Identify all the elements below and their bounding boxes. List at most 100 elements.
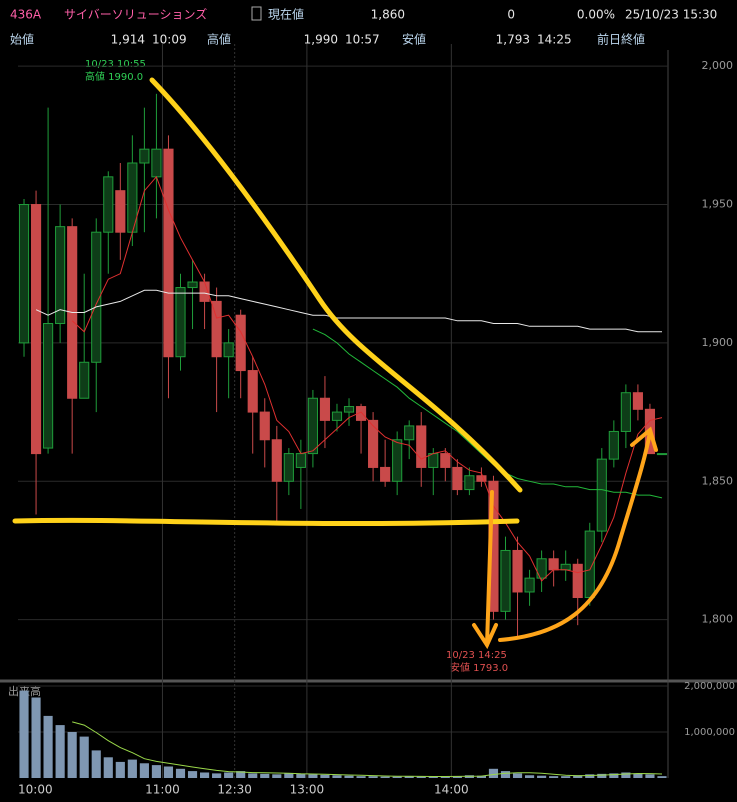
candle-body xyxy=(548,558,559,571)
label: 始値 xyxy=(10,32,34,47)
volume-bar xyxy=(187,771,198,778)
volume-bar xyxy=(452,776,462,778)
volume-bar xyxy=(79,736,89,778)
y-tick-label: 2,000 xyxy=(702,59,734,72)
candle-body xyxy=(380,466,391,482)
volume-bar xyxy=(212,773,222,778)
volume-bar xyxy=(476,775,486,778)
label: 安値 xyxy=(402,32,426,47)
candle-body xyxy=(259,411,270,441)
value: 25/10/23 15:30 xyxy=(625,8,717,22)
candle-body xyxy=(355,406,367,421)
candle-body xyxy=(103,176,114,233)
value: 0.00% xyxy=(577,8,615,22)
volume-bar xyxy=(43,715,53,778)
volume-bar xyxy=(200,772,210,778)
volume-bar xyxy=(19,690,29,778)
candle-body xyxy=(30,204,42,455)
moving-average xyxy=(71,175,663,582)
volume-bar xyxy=(260,773,270,778)
x-tick-label: 12:30 xyxy=(217,783,252,797)
y-tick-label: 1,900 xyxy=(702,336,734,349)
label: 高値 xyxy=(207,32,231,47)
volume-bar xyxy=(320,774,330,778)
candle-body xyxy=(608,430,619,460)
candle-body xyxy=(43,323,54,449)
volume-bar xyxy=(404,776,414,778)
candle-body xyxy=(163,148,174,358)
candle-body xyxy=(428,453,439,468)
annotation: 安値 1793.0 xyxy=(450,661,508,674)
candle-body xyxy=(596,458,607,532)
volume-bar xyxy=(296,773,306,778)
candle-body xyxy=(452,466,463,491)
candle-body xyxy=(476,475,487,482)
volume-bar xyxy=(284,773,294,778)
volume-bar xyxy=(573,775,583,778)
candle-body xyxy=(187,281,198,289)
volume-bar xyxy=(139,763,149,778)
volume-bar xyxy=(236,771,246,778)
volume-bar xyxy=(91,750,101,778)
volume-bar xyxy=(512,773,523,778)
volume-bar xyxy=(31,697,41,778)
volume-bar xyxy=(175,768,186,778)
x-tick-label: 13:00 xyxy=(290,783,325,797)
volume-bar xyxy=(416,776,426,778)
volume-bar xyxy=(55,725,65,778)
candle-body xyxy=(235,314,246,372)
volume-bar xyxy=(428,776,438,778)
hand-line xyxy=(12,517,520,527)
candle-body xyxy=(223,342,234,358)
candle-body xyxy=(392,439,403,482)
annotation: 10/23 10:55 xyxy=(85,59,146,70)
value: 10:57 xyxy=(345,33,380,47)
candle-body xyxy=(656,453,668,456)
candle-body xyxy=(115,190,126,233)
volume-bar xyxy=(344,775,354,778)
candle-body xyxy=(151,148,162,178)
candle-body xyxy=(91,231,102,363)
candle-body xyxy=(560,563,571,571)
volume-bar xyxy=(356,776,366,778)
candle-body xyxy=(343,406,355,413)
volume-ma xyxy=(72,721,663,777)
label: 現在値 xyxy=(268,7,304,22)
volume-bar xyxy=(440,776,450,778)
candle-body xyxy=(247,370,258,413)
value: 14:25 xyxy=(537,33,572,47)
candle-body xyxy=(524,577,535,593)
volume-bar xyxy=(308,774,318,778)
volume-bar xyxy=(585,774,595,778)
hand-arrow xyxy=(472,490,498,650)
volume-bar xyxy=(67,732,77,778)
candle-body xyxy=(572,563,583,599)
candle-body xyxy=(464,475,475,491)
volume-bar xyxy=(597,773,607,778)
candle-body xyxy=(368,419,379,468)
x-tick-label: 11:00 xyxy=(145,783,180,797)
volume-bar xyxy=(115,761,125,778)
candle-body xyxy=(139,148,150,164)
candle-body xyxy=(79,361,90,399)
volume-bar xyxy=(248,773,258,778)
annotation: 高値 1990.0 xyxy=(85,70,143,83)
volume-bar xyxy=(380,776,390,778)
volume-bar xyxy=(392,776,402,778)
volume-bar xyxy=(633,773,643,778)
volume-bar xyxy=(332,775,342,778)
y-tick-label: 1,000,000 xyxy=(684,727,735,738)
volume-bar xyxy=(525,775,535,778)
volume-bar xyxy=(224,772,234,778)
name: サイバーソリューションズ xyxy=(64,7,207,22)
candle-body xyxy=(620,392,631,432)
volume-bar xyxy=(537,775,547,778)
volume-bar xyxy=(127,759,137,778)
x-tick-label: 14:00 xyxy=(434,783,469,797)
value: 0 xyxy=(507,8,515,22)
x-tick-label: 10:00 xyxy=(18,783,53,797)
code: 436A xyxy=(10,8,42,22)
volume-bar xyxy=(500,771,511,778)
volume-bar xyxy=(657,776,667,778)
